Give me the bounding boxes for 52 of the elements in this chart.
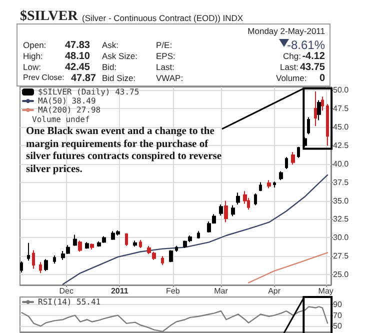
text: Last: [280, 62, 298, 72]
annotation: Volume undef [32, 115, 90, 124]
text: Chg: [283, 51, 301, 61]
text: 48.10 [64, 51, 90, 62]
x-tick-label: Apr [268, 286, 281, 296]
text: EPS: [156, 51, 176, 61]
text: 47.87 [70, 73, 96, 84]
text: 42.45 [64, 62, 90, 73]
y-tick-label: 30.0 [333, 233, 350, 242]
y-tick-label: 42.5 [333, 140, 350, 150]
y-tick-label: 50 [333, 322, 342, 331]
y-tick-label: 25.0 [333, 270, 350, 280]
text: Last: [156, 62, 174, 72]
x-tick-label: 2011 [110, 286, 129, 296]
legend-label: $SILVER (Daily) 43.75 [38, 88, 140, 96]
y-tick-label: 70 [333, 310, 342, 320]
text: Open: [23, 40, 46, 50]
text: Ask Size: [102, 51, 138, 61]
x-tick-label: Mar [214, 286, 228, 296]
legend-label: RSI(14) 55.41 [38, 298, 101, 306]
text: P/E: [156, 40, 172, 50]
y-tick-label: 37.5 [333, 178, 350, 187]
text: Volume: [276, 73, 307, 83]
x-tick-label: May [318, 286, 334, 296]
y-tick-label: 35.0 [333, 196, 350, 206]
text: Bid: [102, 62, 117, 72]
y-tick-label: 32.5 [333, 214, 350, 224]
text: High: [23, 51, 43, 61]
annotation: One Black swan event and a change to the margin requirements for the purchase of silver futures contracts conspired to reverse silver prices. [26, 126, 222, 176]
legend-label: MA(200) 27.98 [38, 106, 101, 114]
text: Low: [23, 62, 41, 72]
x-tick-label: Dec [59, 286, 74, 296]
text: 47.83 [64, 40, 90, 51]
text: Prev Close: [23, 73, 64, 82]
text: -8.61% [286, 38, 325, 52]
chart-title: $SILVER [20, 9, 78, 25]
chart-subtitle: (Silver - Continuous Contract (EOD)) INDX [82, 13, 244, 23]
y-tick-label: 40.0 [333, 159, 350, 168]
text: Bid Size: [102, 73, 136, 83]
y-tick-label: 90 [333, 300, 342, 310]
text: Monday 2-May-2011 [248, 26, 325, 36]
text: Ask: [102, 40, 119, 50]
y-tick-label: 50.0 [333, 85, 350, 94]
x-tick-label: Feb [166, 286, 180, 296]
legend-label: MA(50) 38.49 [38, 96, 96, 106]
text: -4.12 [302, 51, 325, 62]
text: 43.75 [300, 62, 325, 73]
y-tick-label: 45.0 [333, 122, 350, 132]
y-tick-label: 27.5 [333, 252, 350, 261]
text: VWAP: [156, 73, 184, 83]
y-tick-label: 47.5 [333, 104, 350, 113]
text: 0 [319, 73, 325, 84]
